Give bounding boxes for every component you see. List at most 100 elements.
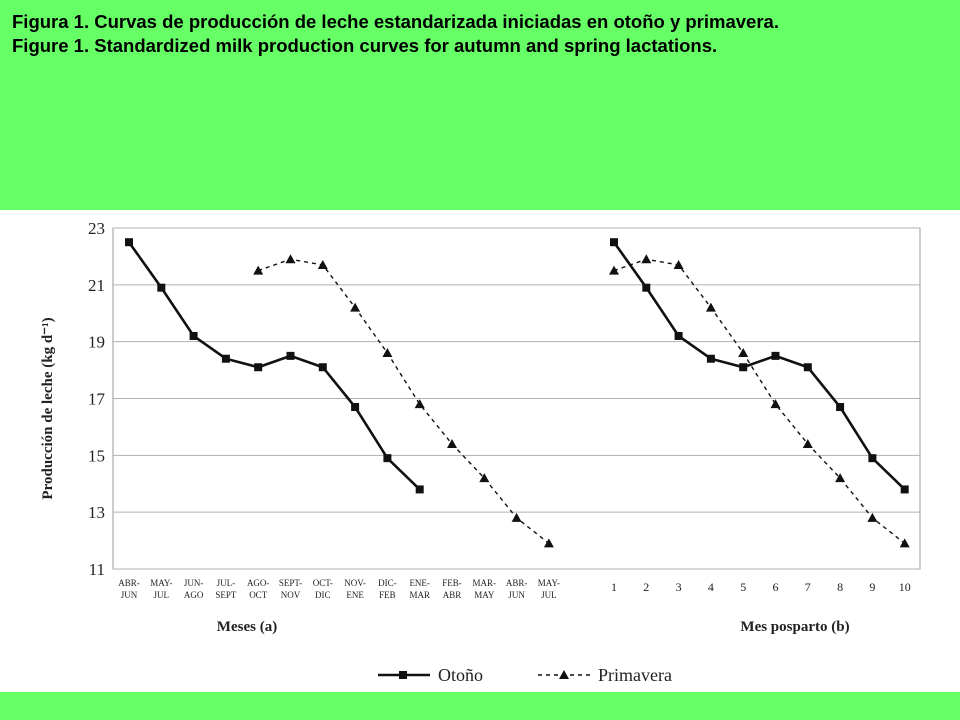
legend-marker-otono: [399, 671, 407, 679]
data-point-primavera: [543, 538, 554, 548]
data-point-primavera: [705, 302, 716, 312]
legend-marker-primavera: [559, 670, 569, 679]
x-tick-label-a: MAY-: [538, 578, 560, 588]
data-point-otoño: [351, 403, 360, 412]
data-point-primavera: [414, 399, 425, 409]
data-point-primavera: [285, 254, 296, 264]
x-tick-label-a: NOV-: [344, 578, 366, 588]
data-point-otoño: [803, 363, 812, 372]
x-tick-label-b: 1: [611, 580, 617, 594]
data-point-otoño: [836, 403, 845, 412]
data-point-otoño: [674, 331, 683, 340]
legend-label-otono: Otoño: [438, 665, 483, 685]
x-tick-label-a: OCT: [249, 590, 268, 600]
data-point-primavera: [899, 538, 910, 548]
data-point-primavera: [350, 302, 361, 312]
data-point-primavera: [479, 473, 490, 483]
data-point-otoño: [157, 283, 166, 292]
x-tick-label-a: JUN: [121, 590, 138, 600]
data-point-otoño: [125, 238, 133, 247]
data-point-primavera: [802, 438, 813, 448]
x-tick-label-a: JUL-: [217, 578, 236, 588]
x-tick-label-b: 8: [837, 580, 843, 594]
data-point-primavera: [738, 348, 749, 358]
data-point-primavera: [609, 265, 619, 275]
footer-band: [0, 692, 960, 720]
x-tick-label-a: ENE: [346, 590, 364, 600]
caption-english: Figure 1. Standardized milk production c…: [12, 35, 718, 56]
data-point-otoño: [771, 351, 780, 360]
x-tick-label-a: OCT-: [313, 578, 333, 588]
y-tick-label: 13: [88, 503, 105, 522]
x-tick-label-a: MAY-: [150, 578, 172, 588]
x-tick-label-a: JUN-: [184, 578, 204, 588]
x-axis-title-b: Mes posparto (b): [740, 619, 849, 635]
x-axis-title-a: Meses (a): [217, 619, 277, 635]
x-tick-label-b: 2: [643, 580, 649, 594]
x-tick-label-a: JUN: [508, 590, 525, 600]
x-tick-label-a: FEB: [379, 590, 396, 600]
data-point-otoño: [254, 363, 263, 372]
series-line-primavera-a: [257, 258, 550, 544]
data-point-primavera: [317, 259, 328, 269]
x-tick-label-b: 7: [805, 580, 811, 594]
series-line-primavera-b: [613, 258, 906, 544]
data-point-otoño: [642, 283, 651, 292]
y-tick-label: 11: [89, 560, 105, 579]
x-tick-label-a: AGO: [184, 590, 204, 600]
x-tick-label-a: NOV: [281, 590, 301, 600]
figure-caption: Figura 1. Curvas de producción de leche …: [12, 10, 948, 58]
x-tick-label-a: MAY: [474, 590, 495, 600]
y-tick-label: 23: [88, 219, 105, 238]
x-tick-label-a: DIC-: [378, 578, 397, 588]
x-tick-label-a: ABR-: [506, 578, 528, 588]
x-tick-label-b: 3: [676, 580, 682, 594]
data-point-primavera: [382, 348, 393, 358]
x-tick-label-a: SEPT: [215, 590, 237, 600]
data-point-otoño: [286, 351, 295, 360]
data-point-otoño: [415, 485, 424, 494]
data-point-primavera: [770, 399, 781, 409]
data-point-otoño: [868, 454, 877, 463]
x-tick-label-a: DIC: [315, 590, 331, 600]
y-tick-label: 17: [88, 390, 106, 409]
data-point-otoño: [383, 454, 392, 463]
data-point-otoño: [706, 354, 715, 363]
x-tick-label-a: SEPT-: [279, 578, 302, 588]
x-tick-label-a: MAR-: [473, 578, 497, 588]
x-tick-label-a: AGO-: [247, 578, 270, 588]
data-point-otoño: [900, 485, 909, 494]
x-tick-label-b: 4: [708, 580, 714, 594]
x-tick-label-b: 9: [869, 580, 875, 594]
x-tick-label-b: 6: [773, 580, 779, 594]
x-tick-label-b: 5: [740, 580, 746, 594]
x-tick-label-a: MAR: [409, 590, 430, 600]
data-point-primavera: [867, 512, 878, 522]
caption-band: Figura 1. Curvas de producción de leche …: [0, 0, 960, 210]
data-point-otoño: [189, 331, 198, 340]
x-tick-label-a: ABR: [443, 590, 462, 600]
series-line-otoño-a: [127, 241, 421, 491]
data-point-primavera: [447, 438, 457, 448]
chart-area: 11 13 15 17 19 21 23 ABR- JUN MAY- JUL JUN- AGO JUL-…: [0, 210, 960, 692]
data-point-primavera: [641, 254, 652, 264]
y-axis-title: Producción de leche (kg d⁻¹): [40, 317, 56, 499]
x-tick-label-a: ENE-: [409, 578, 430, 588]
caption-spanish: Figura 1. Curvas de producción de leche …: [12, 11, 779, 32]
x-tick-label-a: FEB-: [442, 578, 462, 588]
x-tick-label-a: JUL: [154, 590, 170, 600]
x-tick-label-a: JUL: [541, 590, 557, 600]
data-point-primavera: [673, 259, 684, 269]
data-point-otoño: [221, 354, 230, 363]
legend-label-primavera: Primavera: [598, 665, 672, 685]
x-tick-label-b: 10: [899, 580, 911, 594]
data-point-primavera: [511, 512, 522, 522]
data-point-otoño: [739, 363, 748, 372]
series-line-otoño-b: [612, 241, 906, 491]
y-tick-label: 15: [88, 446, 105, 465]
data-point-otoño: [610, 238, 618, 247]
y-tick-label: 19: [88, 333, 105, 352]
data-point-primavera: [835, 473, 846, 483]
data-point-primavera: [253, 265, 264, 275]
